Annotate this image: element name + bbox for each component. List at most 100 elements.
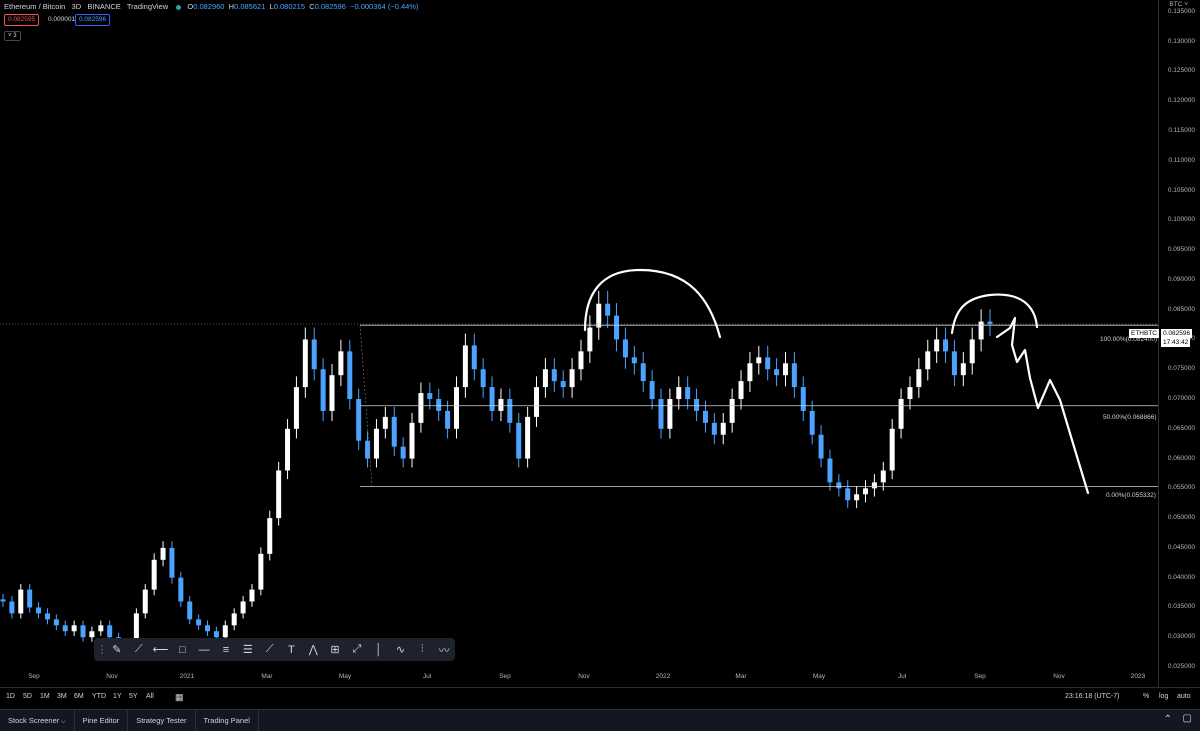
chevron-down-icon: ˅ (8, 33, 12, 39)
candle-body (587, 327, 593, 352)
clock[interactable]: 23:16:18 (UTC-7) (1065, 693, 1120, 700)
candle-body (258, 553, 264, 590)
candle-body (9, 601, 15, 614)
currency-selector[interactable]: BTC ˅ (1169, 1, 1188, 8)
fib-level-0-label: 0.00%(0.055332) (1106, 492, 1156, 499)
candle-body (765, 357, 771, 370)
range-button-1d[interactable]: 1D (6, 693, 15, 700)
chevron-down-icon[interactable]: ⌵ (59, 718, 66, 725)
gann-box-icon[interactable]: ⊞ (330, 644, 340, 656)
rectangle-icon[interactable]: □ (179, 643, 186, 656)
parallel-channel-icon[interactable]: ≡ (222, 643, 230, 656)
symbol-name[interactable]: Ethereum / Bitcoin (4, 2, 66, 11)
candle-body (605, 303, 611, 316)
price-axis-label: 0.035000 (1167, 603, 1195, 611)
range-button-ytd[interactable]: YTD (92, 693, 106, 700)
log-scale-toggle[interactable]: log (1159, 693, 1169, 700)
candle-body (98, 625, 104, 632)
candle-body (614, 315, 620, 340)
candle-body (854, 494, 860, 501)
candle-body (925, 351, 931, 370)
time-axis-bar: 1D 5D 1M 3M 6M YTD 1Y 5Y All ▦ 23:16:18 (UTC-7) … (0, 687, 1200, 709)
price-axis-label: 0.120000 (1167, 97, 1195, 105)
range-button-1y[interactable]: 1Y (113, 693, 122, 700)
currency-label: BTC (1169, 1, 1183, 8)
range-button-1m[interactable]: 1M (40, 693, 50, 700)
range-button-3m[interactable]: 3M (57, 693, 67, 700)
candle-body (311, 339, 317, 370)
data-source: TradingView (126, 2, 169, 11)
candle-body (142, 589, 148, 614)
path-icon[interactable]: 〰 (438, 644, 450, 657)
candle-body (276, 470, 282, 519)
high-value: 0.085621 (234, 2, 266, 11)
candle-body (445, 410, 451, 429)
candle-body (302, 339, 308, 388)
fib-retracement-icon[interactable]: ☰ (242, 644, 253, 656)
bottom-panel-bar: Stock Screener ⌵ Pine Editor Strategy Test… (0, 709, 1200, 731)
drag-handle-icon[interactable]: ⋮ (96, 644, 108, 656)
exchange: BINANCE (87, 2, 121, 11)
candle-body (462, 345, 468, 388)
brush-icon[interactable]: ✎ (112, 644, 122, 656)
tab-stock-screener[interactable]: Stock Screener ⌵ (0, 709, 75, 731)
price-axis-label: 0.125000 (1167, 67, 1195, 75)
price-axis-label: 0.115000 (1168, 127, 1195, 135)
buy-button[interactable]: 0.082596 (75, 14, 111, 26)
vertical-line-icon[interactable]: │ (375, 643, 383, 656)
price-axis[interactable]: BTC ˅ 0.135000 0.130000 0.125000 0.120000 0.… (1129, 0, 1200, 687)
tab-label: Pine Editor (82, 715, 120, 725)
long-position-icon[interactable]: ⫶ (420, 643, 424, 655)
date-range-icon[interactable]: ▦ (175, 692, 184, 702)
elliott-wave-icon[interactable]: ∿ (395, 644, 406, 656)
candle-body (836, 482, 842, 489)
candle-body (107, 625, 113, 638)
candle-body (969, 339, 975, 364)
candle-body (382, 416, 388, 429)
candle-body (498, 399, 504, 411)
candlestick-chart[interactable] (0, 0, 1158, 687)
candle-body (809, 410, 815, 435)
hand-drawn-annotation (950, 293, 1039, 335)
pattern-icon[interactable]: ⋀ (308, 644, 318, 656)
candle-body (222, 625, 228, 638)
candle-body (516, 422, 522, 459)
tab-pine-editor[interactable]: Pine Editor (75, 709, 129, 731)
percent-scale-toggle[interactable]: % (1143, 693, 1150, 700)
horizontal-line-icon[interactable]: — (198, 643, 210, 656)
range-button-5y[interactable]: 5Y (129, 693, 138, 700)
range-button-5d[interactable]: 5D (23, 693, 32, 700)
time-axis-label: Nov (106, 673, 118, 680)
price-axis-label: 0.100000 (1167, 216, 1195, 224)
tab-strategy-tester[interactable]: Strategy Tester (128, 709, 196, 731)
measure-icon[interactable]: ⤢ (352, 643, 362, 655)
candle-body (365, 440, 371, 459)
candle-body (427, 393, 433, 400)
chart-pane[interactable]: Ethereum / Bitcoin 3D BINANCE TradingVie… (0, 0, 1158, 687)
candle-body (729, 399, 735, 423)
trend-line-icon[interactable]: ⟋ (134, 643, 143, 655)
time-axis-label: 2021 (179, 673, 195, 680)
range-button-all[interactable]: All (146, 693, 154, 700)
candle-body (187, 601, 193, 620)
ray-icon[interactable]: ⟋ (265, 643, 274, 655)
tab-trading-panel[interactable]: Trading Panel (196, 709, 259, 731)
sell-button[interactable]: 0.082595 (4, 14, 40, 26)
range-button-6m[interactable]: 6M (74, 693, 84, 700)
candle-body (453, 387, 459, 429)
indicators-toggle[interactable]: ˅ 3 (4, 31, 21, 41)
time-axis-label: Nov (578, 673, 590, 680)
candle-body (133, 613, 139, 650)
maximize-icon[interactable]: ▢ (1182, 713, 1192, 724)
candle-body (249, 589, 255, 602)
interval[interactable]: 3D (71, 2, 82, 11)
horizontal-ray-icon[interactable]: ⟵ (152, 644, 169, 656)
candle-body (480, 369, 486, 388)
candle-body (551, 369, 557, 382)
chevron-up-icon[interactable]: ⌃ (1163, 714, 1172, 725)
text-icon[interactable]: T (288, 643, 295, 656)
auto-scale-toggle[interactable]: auto (1177, 693, 1191, 700)
candle-body (818, 434, 824, 459)
price-axis-label: 0.050000 (1167, 514, 1195, 522)
